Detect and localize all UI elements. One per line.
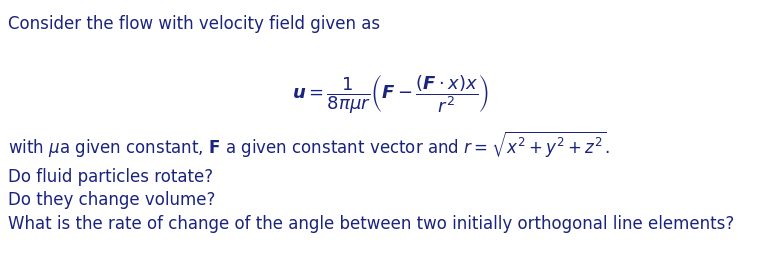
Text: What is the rate of change of the angle between two initially orthogonal line el: What is the rate of change of the angle …: [8, 215, 734, 233]
Text: Do fluid particles rotate?: Do fluid particles rotate?: [8, 168, 213, 186]
Text: $\boldsymbol{u} = \dfrac{1}{8\pi\mu r}\left(\boldsymbol{F} - \dfrac{(\boldsymbol: $\boldsymbol{u} = \dfrac{1}{8\pi\mu r}\l…: [291, 73, 488, 116]
Text: Do they change volume?: Do they change volume?: [8, 191, 216, 209]
Text: with $\mu$a given constant, $\mathbf{F}$ a given constant vector and $r = \sqrt{: with $\mu$a given constant, $\mathbf{F}$…: [8, 130, 610, 160]
Text: Consider the flow with velocity field given as: Consider the flow with velocity field gi…: [8, 15, 380, 33]
